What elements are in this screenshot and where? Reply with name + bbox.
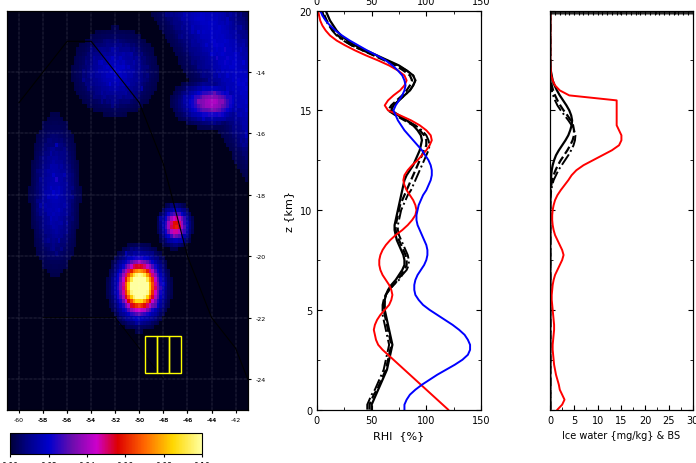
Y-axis label: z {km}: z {km} [284, 190, 294, 231]
X-axis label: Ice water {mg/kg} & BS: Ice water {mg/kg} & BS [562, 430, 681, 440]
Bar [145, 336, 157, 373]
X-axis label: RHI  {%}: RHI {%} [373, 430, 425, 440]
Bar [169, 336, 182, 373]
Bar [157, 336, 169, 373]
